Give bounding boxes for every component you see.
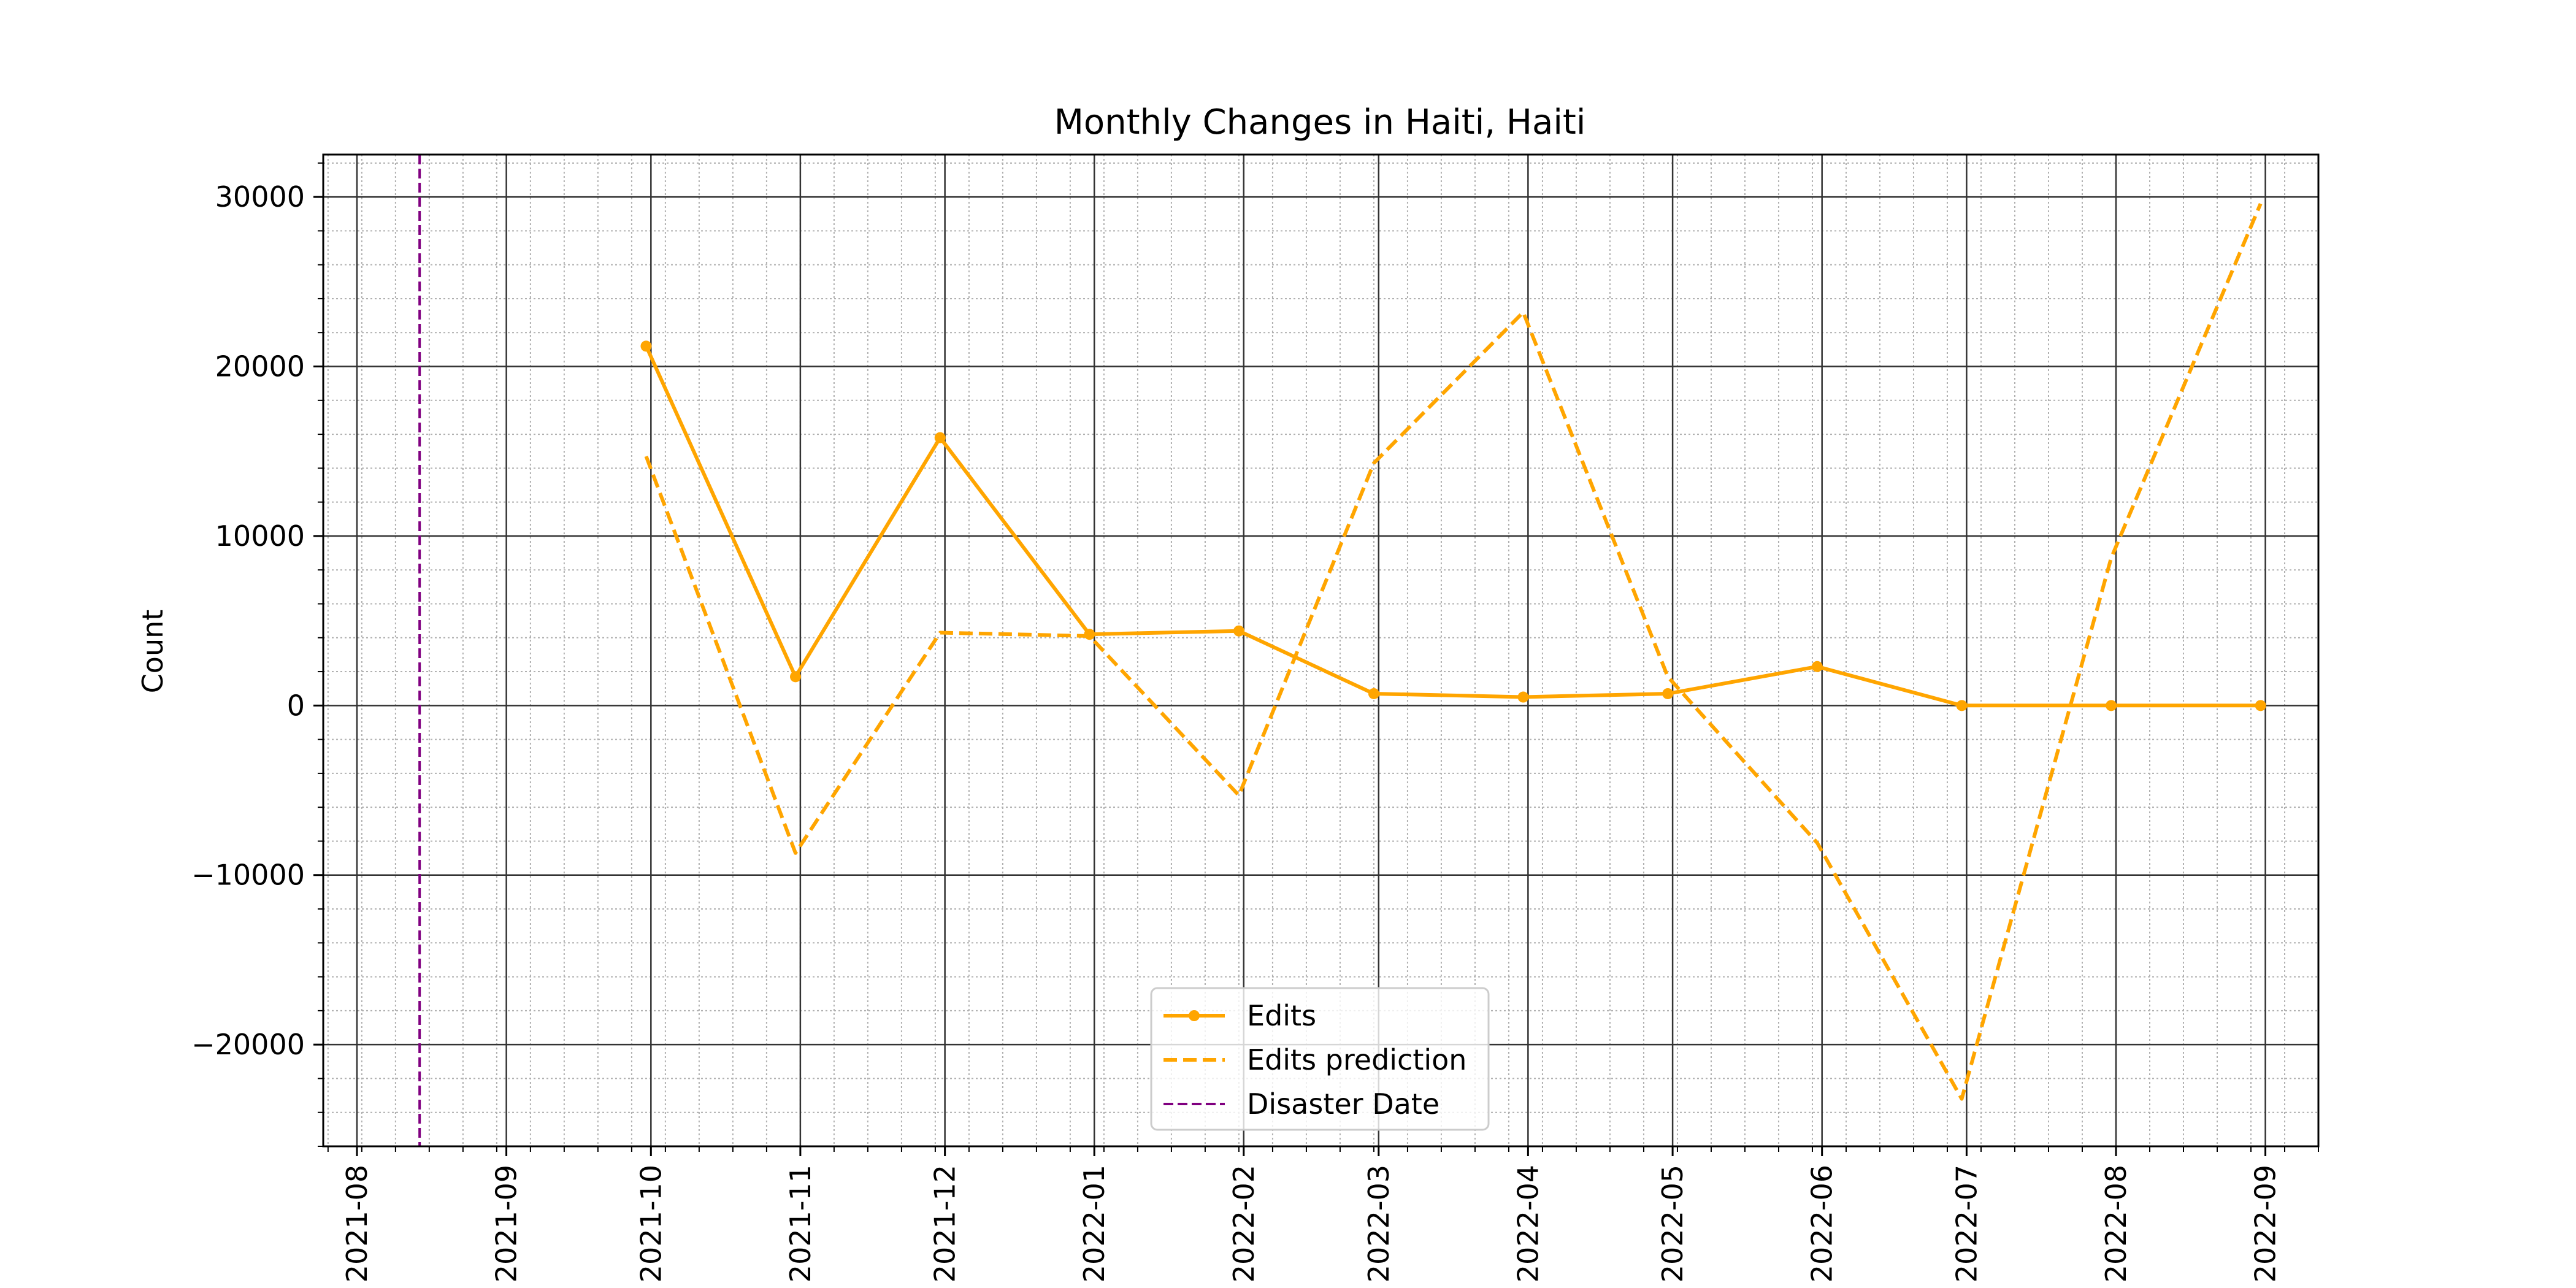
y-tick-label: −20000 [191, 1028, 305, 1061]
y-axis-label: Count [136, 610, 169, 694]
edits-point [1368, 688, 1379, 699]
edits-point [790, 671, 802, 683]
x-tick-label: 2021-12 [929, 1165, 962, 1282]
y-axis-ticks: −20000 −10000 0 10000 20000 30000 [191, 162, 323, 1147]
x-tick-label: 2022-06 [1806, 1165, 1839, 1282]
legend-marker-edits [1189, 1010, 1200, 1021]
x-axis-ticks: 2021-08 2021-09 2021-10 2021-11 2021-12 2022-… [327, 1146, 2319, 1282]
legend-box [1150, 987, 1490, 1131]
x-tick-label: 2021-08 [340, 1165, 374, 1282]
plot-frame [322, 153, 2320, 1148]
legend-label-edits: Edits [1247, 999, 1316, 1032]
edits-point [1811, 661, 1823, 672]
y-tick-label: 10000 [215, 519, 305, 553]
edits-point [640, 340, 652, 352]
y-tick-label: 20000 [215, 350, 305, 383]
x-tick-label: 2022-09 [2249, 1165, 2282, 1282]
legend: Edits Edits prediction Disaster Date [1150, 987, 1490, 1131]
edits-point [1662, 688, 1674, 699]
y-tick-label: −10000 [191, 859, 305, 892]
x-tick-label: 2022-02 [1227, 1165, 1260, 1282]
chart-title: Monthly Changes in Haiti, Haiti [1054, 102, 1586, 142]
edits-prediction-line [644, 203, 2263, 1101]
x-tick-label: 2021-11 [784, 1165, 817, 1282]
edits-point [1517, 691, 1529, 703]
x-tick-label: 2022-08 [2099, 1165, 2133, 1282]
edits-line [644, 345, 2261, 708]
x-tick-label: 2022-07 [1950, 1165, 1983, 1282]
x-tick-label: 2022-04 [1511, 1165, 1544, 1282]
series-lines [640, 203, 2266, 1101]
edits-point [2255, 700, 2266, 711]
edits-point [1956, 700, 1968, 711]
edits-point [1233, 625, 1244, 637]
y-tick-label: 30000 [215, 180, 305, 213]
x-tick-label: 2022-03 [1362, 1165, 1395, 1282]
edits-point [2106, 700, 2117, 711]
y-tick-label: 0 [287, 689, 305, 722]
edits-point [934, 432, 946, 443]
legend-label-edits-prediction: Edits prediction [1247, 1043, 1466, 1076]
legend-label-disaster-date: Disaster Date [1247, 1087, 1439, 1121]
x-tick-label: 2022-05 [1656, 1165, 1689, 1282]
x-tick-label: 2022-01 [1078, 1165, 1111, 1282]
x-tick-label: 2021-09 [490, 1165, 523, 1282]
x-tick-label: 2021-10 [634, 1165, 667, 1282]
